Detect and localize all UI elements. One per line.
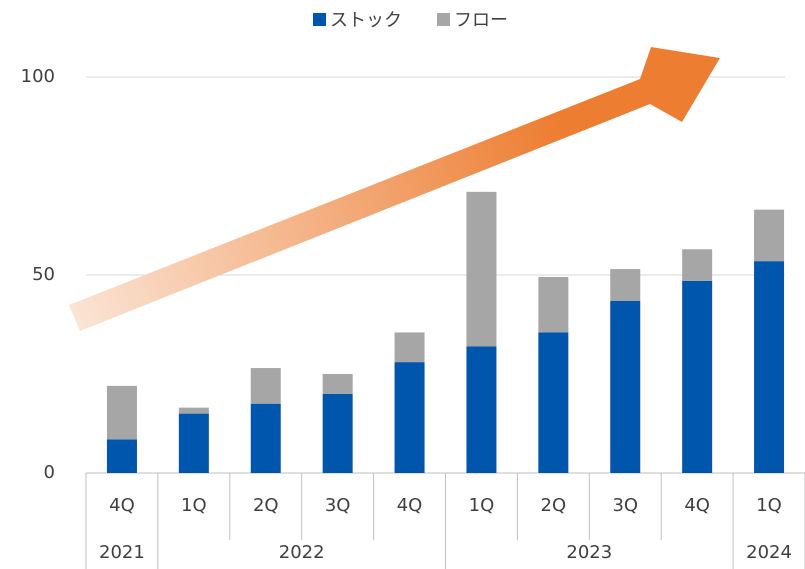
legend-label: フロー [454, 10, 508, 31]
y-tick-label: 50 [32, 264, 55, 285]
x-tick-label: 2Q [253, 495, 279, 516]
legend-swatch [313, 13, 326, 26]
trend-arrow [69, 47, 720, 331]
x-tick-label: 1Q [756, 495, 782, 516]
bar-segment [250, 368, 281, 404]
x-tick-label: 3Q [612, 495, 638, 516]
y-tick-label: 0 [44, 462, 55, 483]
y-tick-label: 100 [21, 66, 55, 87]
bar-segment [682, 249, 713, 281]
x-tick-label: 4Q [109, 495, 135, 516]
x-group-label: 2022 [279, 542, 325, 563]
bar-segment [466, 191, 497, 347]
bar-segment [466, 346, 497, 473]
x-tick-label: 1Q [181, 495, 207, 516]
x-tick-label: 4Q [684, 495, 710, 516]
x-group-label: 2024 [746, 542, 792, 563]
bar-segment [394, 362, 425, 473]
bar-segment [754, 261, 785, 473]
bar-segment [610, 300, 641, 473]
bar-segment [250, 403, 281, 473]
x-group-label: 2023 [566, 542, 612, 563]
bar-segment [754, 209, 785, 262]
bar-segment [610, 269, 641, 301]
bar-segment [682, 280, 713, 473]
x-group-label: 2021 [99, 542, 145, 563]
bar-segment [322, 393, 353, 473]
bar-segment [394, 332, 425, 363]
x-tick-label: 1Q [469, 495, 495, 516]
bar-segment [106, 439, 137, 473]
bar-segment [106, 385, 137, 440]
x-tick-label: 3Q [325, 495, 351, 516]
legend-swatch [437, 13, 450, 26]
bar-segment [178, 413, 209, 473]
legend: ストック フロー [313, 10, 508, 31]
x-tick-label: 4Q [397, 495, 423, 516]
x-tick-label: 2Q [541, 495, 567, 516]
bar-segment [178, 407, 209, 414]
bar-segment [538, 332, 569, 473]
bar-segment [322, 374, 353, 394]
bar-segment [538, 276, 569, 333]
legend-label: ストック [330, 10, 402, 31]
